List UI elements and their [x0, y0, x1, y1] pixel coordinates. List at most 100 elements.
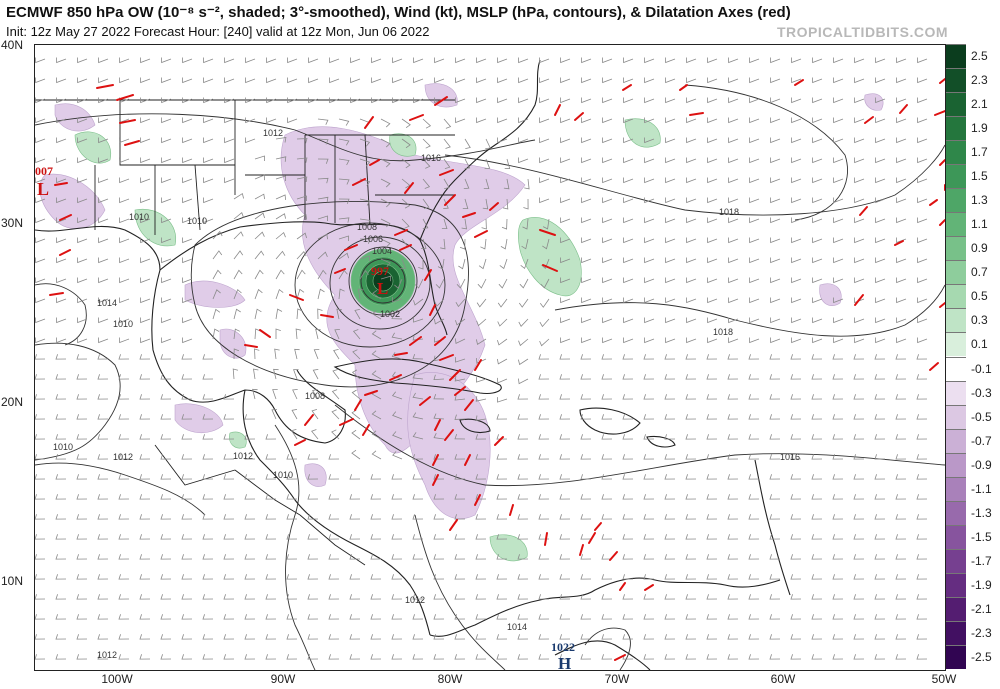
colorbar-tick-label: -1.7 — [971, 553, 992, 568]
wind-barb — [664, 474, 676, 480]
wind-barb — [538, 654, 550, 660]
wind-barb — [749, 277, 760, 284]
wind-barb — [118, 354, 130, 360]
wind-barb — [559, 514, 571, 520]
wind-barb — [224, 77, 235, 84]
wind-barb — [77, 77, 88, 84]
wind-barb — [748, 414, 760, 420]
wind-barb — [55, 594, 67, 600]
wind-barb — [707, 257, 718, 264]
wind-barb — [454, 474, 466, 480]
map-canvas[interactable]: 1012 1016 1010 1010 1008 1006 1004 1002 … — [35, 45, 945, 670]
map-panel[interactable]: 1012 1016 1010 1010 1008 1006 1004 1002 … — [34, 44, 946, 671]
wind-barb — [769, 594, 781, 600]
wind-barb — [685, 494, 697, 500]
wind-barb — [464, 138, 471, 149]
wind-barb — [77, 297, 88, 304]
colorbar-tick-label: -0.7 — [971, 433, 992, 448]
wind-barb — [139, 454, 151, 460]
wind-barb — [833, 317, 844, 324]
wind-barb — [539, 117, 550, 124]
wind-barb — [602, 237, 613, 244]
wind-barb — [391, 371, 403, 380]
wind-barb — [98, 197, 109, 204]
wind-barb — [349, 514, 361, 520]
wind-barb — [475, 634, 487, 640]
wind-barb — [686, 317, 697, 324]
wind-barb — [139, 474, 151, 480]
wind-barb — [790, 474, 802, 480]
wind-barb — [811, 494, 823, 500]
wind-barb — [853, 494, 865, 500]
lon-label-90w: 90W — [270, 672, 296, 686]
wind-barb — [224, 117, 235, 124]
wind-barb — [502, 198, 509, 210]
wind-barb — [559, 594, 571, 600]
wind-barb — [874, 654, 886, 660]
wind-barb — [602, 57, 613, 64]
wind-barb — [496, 634, 508, 640]
wind-barb — [581, 77, 592, 84]
wind-barb — [580, 434, 592, 440]
wind-barb — [433, 634, 445, 640]
wind-barb — [895, 534, 907, 540]
wind-barb — [770, 237, 781, 244]
wind-barb — [622, 474, 634, 480]
dilatation-axis — [574, 112, 584, 121]
wind-barb — [602, 197, 613, 204]
wind-barb — [435, 278, 445, 289]
wind-barb — [643, 654, 655, 660]
wind-barb — [874, 434, 886, 440]
wind-barb — [329, 97, 340, 104]
wind-barb — [475, 594, 487, 600]
wind-barb — [371, 430, 382, 440]
wind-barb — [685, 394, 697, 400]
wind-barb — [748, 394, 760, 400]
colorbar-cell — [946, 644, 966, 669]
wind-barb — [812, 297, 823, 304]
dilatation-axis — [424, 269, 432, 281]
wind-barb — [874, 354, 886, 360]
wind-barb — [454, 514, 466, 520]
wind-barb — [917, 177, 928, 184]
wind-barb — [160, 454, 172, 460]
wind-barb — [559, 474, 571, 480]
wind-barb — [412, 392, 424, 400]
dilatation-axis — [542, 264, 558, 272]
wind-barb — [244, 534, 256, 540]
wind-barb — [244, 454, 256, 460]
brand-watermark[interactable]: TROPICALTIDBITS.COM — [776, 24, 948, 40]
wind-barb — [160, 374, 172, 380]
wind-barb — [360, 238, 371, 244]
wind-barb — [244, 514, 256, 520]
wind-barb — [791, 317, 802, 324]
wind-barb — [296, 269, 306, 280]
wind-barb — [118, 454, 130, 460]
wind-barb — [686, 57, 697, 64]
wind-barb — [602, 157, 613, 164]
wind-barb — [455, 318, 466, 326]
wind-barb — [413, 317, 424, 323]
wind-barb — [35, 117, 46, 124]
wind-barb — [749, 77, 760, 84]
wind-barb — [380, 158, 391, 168]
wind-barb — [413, 57, 424, 64]
wind-barb — [917, 237, 928, 244]
wind-barb — [118, 594, 130, 600]
wind-barb — [917, 197, 928, 204]
wind-barb — [119, 157, 130, 164]
wind-barb — [581, 257, 592, 264]
dilatation-axis — [434, 336, 446, 346]
wind-barb — [475, 396, 487, 402]
wind-barb — [854, 317, 865, 324]
wind-barb — [559, 634, 571, 640]
wind-barb — [770, 337, 781, 344]
wind-barb — [580, 654, 592, 660]
wind-barb — [707, 137, 718, 144]
dilatation-axis — [409, 336, 422, 346]
wind-barb — [811, 454, 823, 460]
wind-barb — [707, 337, 718, 344]
wind-barb — [160, 354, 172, 360]
wind-barb — [391, 554, 403, 560]
wind-barb — [727, 534, 739, 540]
